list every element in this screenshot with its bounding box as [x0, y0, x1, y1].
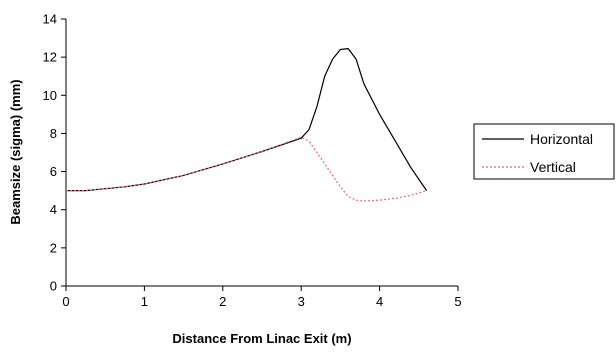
x-tick-label: 5 — [454, 294, 461, 309]
x-tick-label: 4 — [376, 294, 383, 309]
x-tick-label: 3 — [298, 294, 305, 309]
legend: Horizontal Vertical — [473, 123, 615, 180]
y-tick-label: 8 — [50, 126, 57, 141]
x-tick-label: 2 — [219, 294, 226, 309]
series-layer — [66, 47, 428, 202]
y-tick-label: 0 — [50, 279, 57, 294]
legend-label-vertical: Vertical — [530, 159, 576, 175]
series-line-horizontal — [66, 47, 428, 192]
y-tick-label: 4 — [50, 202, 57, 217]
y-tick-label: 2 — [50, 240, 57, 255]
series-line-vertical — [66, 136, 427, 202]
legend-label-horizontal: Horizontal — [530, 131, 593, 147]
legend-box — [473, 123, 615, 180]
y-axis-title: Beamsize (sigma) (mm) — [8, 79, 23, 224]
x-tick-label: 1 — [141, 294, 148, 309]
y-tick-label: 12 — [43, 50, 57, 65]
y-tick-label: 10 — [43, 88, 57, 103]
x-axis-title: Distance From Linac Exit (m) — [172, 331, 351, 346]
y-tick-label: 14 — [43, 12, 57, 27]
y-tick-label: 6 — [50, 164, 57, 179]
x-tick-label: 0 — [62, 294, 69, 309]
